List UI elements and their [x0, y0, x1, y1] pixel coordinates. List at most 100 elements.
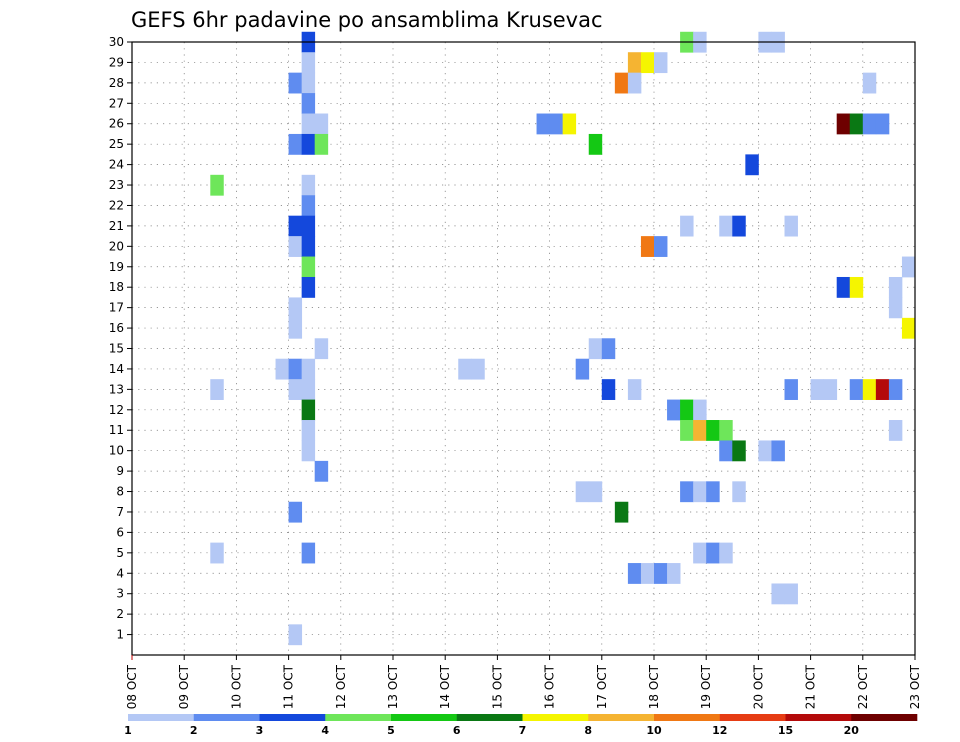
heatmap-cell [549, 113, 564, 135]
heatmap-cell [301, 358, 316, 380]
heatmap-cell [588, 133, 603, 155]
y-tick-label: 14 [109, 362, 124, 376]
y-tick-label: 26 [109, 117, 124, 131]
heatmap-cell [654, 563, 668, 584]
heatmap-cell [719, 542, 733, 564]
colorbar-label: 6 [453, 724, 461, 737]
y-tick-label: 8 [116, 485, 124, 499]
heatmap-cell [719, 215, 733, 237]
heatmap-cell [471, 358, 485, 380]
heatmap-cell [888, 276, 903, 298]
heatmap-cell [314, 338, 329, 360]
heatmap-cell [288, 317, 303, 339]
x-tick-label: 11 OCT [282, 664, 296, 709]
colorbar-label: 4 [321, 724, 329, 737]
heatmap-cell [693, 542, 707, 564]
heatmap-cell [784, 379, 798, 400]
colorbar-label: 8 [584, 724, 592, 737]
y-tick-label: 5 [116, 546, 124, 560]
y-tick-label: 7 [116, 505, 124, 519]
heatmap-cell [732, 215, 746, 237]
y-tick-label: 29 [109, 55, 124, 69]
heatmap-cell [667, 563, 681, 584]
heatmap-cell [706, 481, 720, 503]
heatmap-cell [301, 542, 316, 564]
heatmap-cell [614, 72, 629, 94]
y-tick-label: 11 [109, 423, 124, 437]
y-tick-label: 1 [116, 628, 124, 642]
grid [132, 41, 915, 655]
heatmap-cells [210, 31, 916, 646]
heatmap-cell [288, 501, 303, 523]
x-tick-label: 23 OCT [908, 664, 922, 709]
heatmap-cell [301, 236, 316, 257]
heatmap-cell [719, 420, 733, 441]
heatmap-cell [719, 440, 733, 462]
heatmap-cell [693, 481, 707, 503]
heatmap-cell [301, 174, 316, 196]
heatmap-cell [758, 440, 772, 462]
heatmap-cell [288, 215, 303, 237]
heatmap-cell [771, 440, 785, 462]
heatmap-cell [888, 420, 903, 441]
x-tick-label: 10 OCT [229, 664, 243, 709]
heatmap-cell [627, 379, 642, 400]
colorbar-label: 7 [519, 724, 527, 737]
y-tick-label: 15 [109, 342, 124, 356]
y-tick-label: 6 [116, 525, 124, 539]
heatmap-cell [275, 358, 289, 380]
heatmap-cell [693, 399, 707, 421]
y-tick-label: 25 [109, 137, 124, 151]
heatmap-cell [640, 52, 655, 74]
heatmap-cell [314, 133, 329, 155]
chart-title: GEFS 6hr padavine po ansamblima Krusevac [131, 8, 603, 32]
heatmap-cell [210, 542, 224, 564]
heatmap-cell [888, 379, 903, 400]
x-tick-label: 22 OCT [856, 664, 870, 709]
colorbar-label: 20 [844, 724, 860, 737]
y-tick-label: 2 [116, 607, 124, 621]
y-tick-label: 4 [116, 566, 124, 580]
colorbar-label: 12 [712, 724, 727, 737]
heatmap-cell [706, 420, 720, 441]
x-tick-label: 16 OCT [543, 664, 557, 709]
heatmap-cell [601, 338, 616, 360]
heatmap-cell [862, 379, 877, 400]
heatmap-cell [301, 93, 316, 114]
colorbar-segment [719, 714, 786, 721]
heatmap-cell [680, 481, 694, 503]
y-tick-label: 16 [109, 321, 124, 335]
heatmap-cell [640, 563, 655, 584]
colorbar-label: 1 [124, 724, 132, 737]
heatmap-cell [680, 399, 694, 421]
y-tick-label: 28 [109, 76, 124, 90]
x-tick-label: 19 OCT [699, 664, 713, 709]
heatmap-cell [301, 113, 316, 135]
heatmap-cell [575, 358, 590, 380]
y-tick-label: 3 [116, 587, 124, 601]
heatmap-cell [680, 215, 694, 237]
colorbar-label: 2 [190, 724, 198, 737]
heatmap-cell [862, 113, 877, 135]
colorbar-segment [456, 714, 523, 721]
x-tick-label: 20 OCT [751, 664, 765, 709]
colorbar-segment [259, 714, 326, 721]
colorbar: 1 2 3 4 5 6 7 8 10 12 15 20 [124, 714, 918, 737]
x-tick-label: 14 OCT [438, 664, 452, 709]
colorbar-label: 10 [646, 724, 662, 737]
heatmap-cell [301, 379, 316, 400]
y-tick-label: 23 [109, 178, 124, 192]
colorbar-label: 15 [778, 724, 793, 737]
heatmap-cell [823, 379, 838, 400]
y-tick-label: 13 [109, 382, 124, 396]
heatmap-cell [745, 154, 759, 176]
heatmap-cell [901, 317, 916, 339]
colorbar-segment [785, 714, 852, 721]
x-tick-label: 12 OCT [334, 664, 348, 709]
heatmap-cell [627, 72, 642, 94]
y-tick-label: 18 [109, 280, 124, 294]
heatmap-cell [888, 297, 903, 319]
heatmap-cell [301, 256, 316, 278]
heatmap-cell [562, 113, 577, 135]
x-tick-label: 08 OCT [125, 664, 139, 709]
